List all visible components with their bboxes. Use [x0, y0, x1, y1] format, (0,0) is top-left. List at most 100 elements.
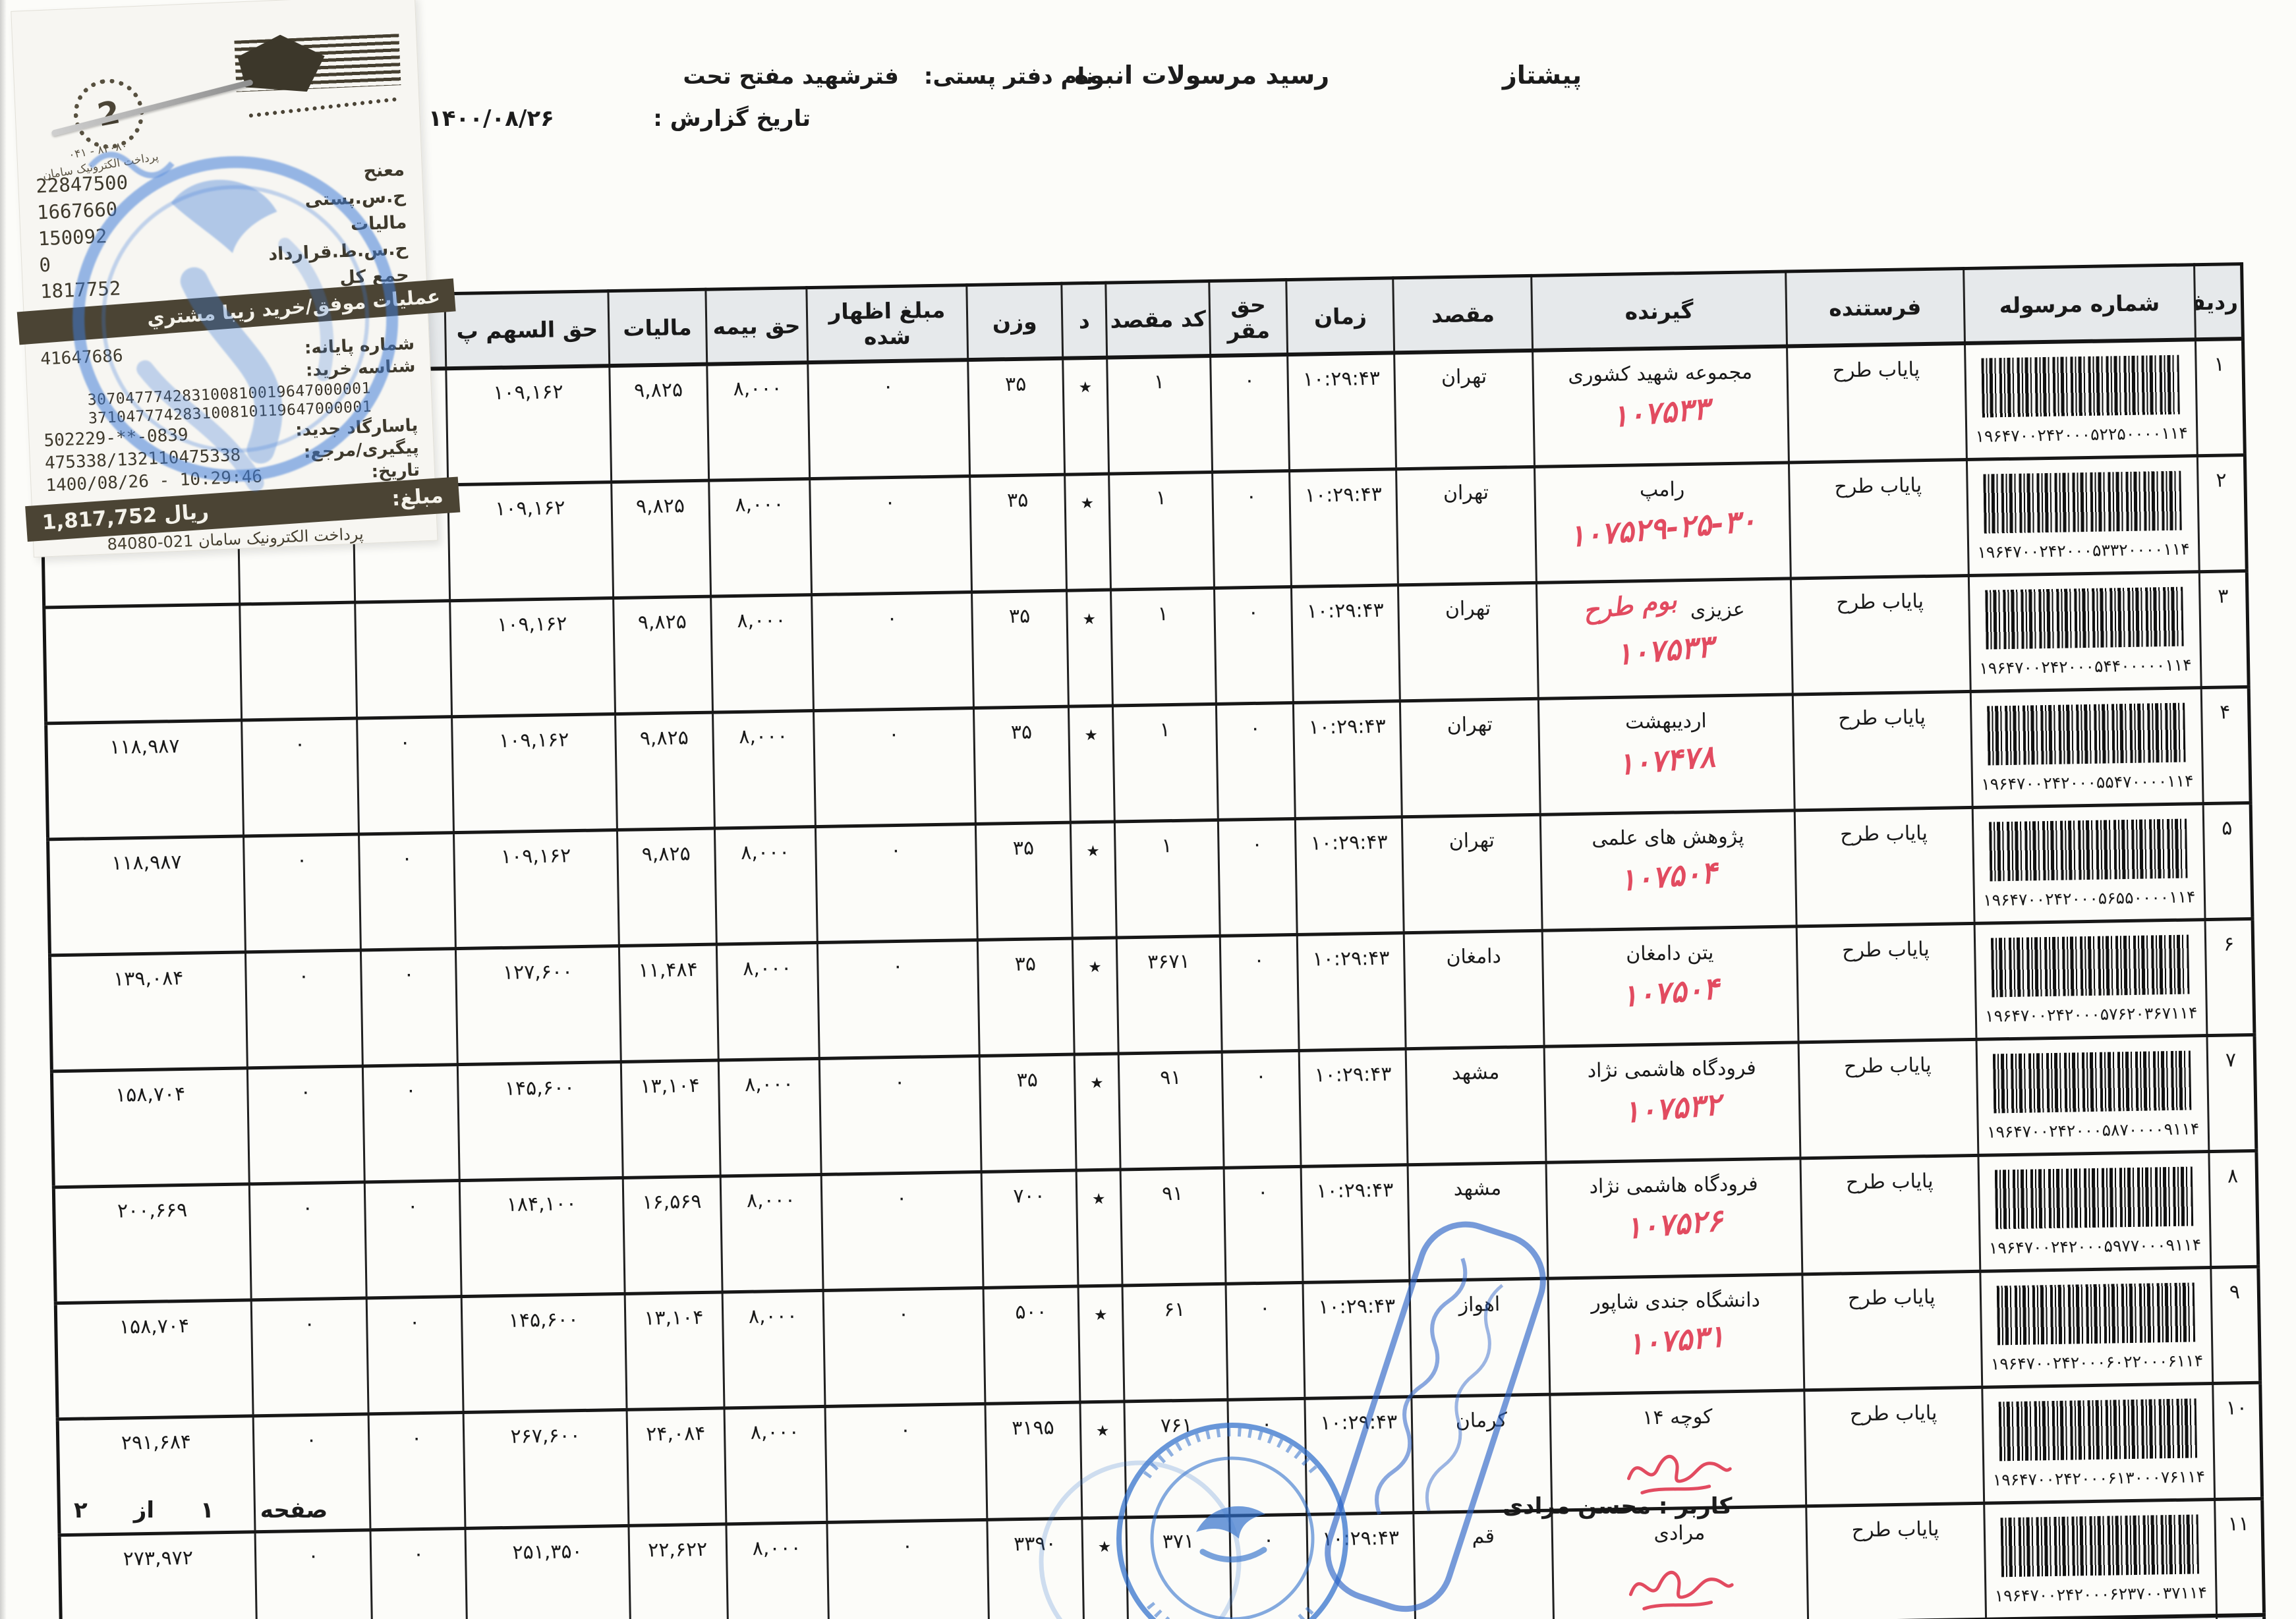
cell-tax: ۱۳,۱۰۴ [620, 1060, 720, 1178]
cell-sender: پایاب طرح [1794, 807, 1974, 926]
cell-dot-b: ۰ [243, 834, 361, 952]
cell-barcode: ۱۹۶۴۷۰۰۲۴۲۰۰۰۵۴۴۰۰۰۰۰۱۱۴ [1968, 571, 2202, 692]
table-row: ۱۱ ۱۹۶۴۷۰۰۲۴۲۰۰۰۶۲۳۷۰۰۳۷۱۱۴ پایاب طرح مر… [59, 1498, 2264, 1619]
cell-declared: ۰ [819, 1056, 982, 1175]
barcode-image [1981, 355, 2181, 418]
cell-row-no: ۸ [2208, 1150, 2258, 1268]
red-handwritten-code: ۱۰۷۵۳۳ [1614, 628, 1715, 672]
cell-weight: ۳۳۹۰ [987, 1518, 1084, 1619]
receiver-name: یتن دامغان [1625, 941, 1714, 966]
cell-tax: ۲۴,۰۸۴ [626, 1407, 726, 1526]
cell-sender: پایاب طرح [1790, 575, 1971, 695]
cell-tax: ۱۱,۴۸۴ [618, 944, 718, 1062]
col-destination: مقصد [1392, 275, 1533, 353]
col-share-p: حق السهم پ [445, 291, 610, 369]
cell-time: ۱۰:۲۹:۴۳ [1305, 1396, 1414, 1515]
red-handwritten-code: ۱۰۷۵۳۳ [1610, 390, 1711, 434]
cell-dest-code: ۱ [1110, 588, 1217, 706]
cell-destination: تهران [1400, 698, 1541, 817]
cell-weight: ۳۵ [977, 938, 1075, 1056]
cell-dot-a: ۰ [359, 832, 456, 950]
cell-share-p: ۲۵۱,۳۵۰ [465, 1525, 631, 1619]
cell-declared: ۰ [813, 708, 976, 827]
terminal-value: 41647686 [40, 346, 124, 370]
barcode-number: ۱۹۶۴۷۰۰۲۴۲۰۰۰۵۴۴۰۰۰۰۰۱۱۴ [1979, 655, 2192, 678]
cell-d-flag: ٭ [1074, 1053, 1121, 1171]
barcode-number: ۱۹۶۴۷۰۰۲۴۲۰۰۰۶۰۲۲۰۰۰۶۱۱۴ [1990, 1351, 2204, 1374]
cell-time: ۱۰:۲۹:۴۳ [1297, 932, 1406, 1051]
cell-haq-moqar: ۰ [1229, 1514, 1309, 1619]
cell-sender: پایاب طرح [1787, 343, 1967, 463]
col-haq-moqar: حق مقر [1209, 279, 1288, 356]
cell-d-flag: ٭ [1076, 1169, 1123, 1287]
cell-sender: پایاب طرح [1789, 459, 1969, 579]
col-dest-code: کد مقصد [1105, 281, 1211, 358]
barcode-number: ۱۹۶۴۷۰۰۲۴۲۰۰۰۵۲۲۵۰۰۰۰۱۱۴ [1975, 423, 2189, 446]
red-handwritten-code: ۱۰۷۵۰۴ [1618, 854, 1719, 898]
report-date-line: تاریخ گزارش : ۱۴۰۰/۰۸/۲۶ [428, 105, 811, 132]
cell-receiver: فرودگاه هاشمی نژاد ۱۰۷۵۳۲ [1544, 1042, 1800, 1163]
page-label: صفحه [260, 1497, 328, 1523]
cell-insurance: ۸,۰۰۰ [718, 1058, 821, 1177]
red-signature-scribble [1628, 1570, 1734, 1610]
cell-share: ۱۳۹,۰۸۴ [49, 952, 248, 1071]
cell-share-p: ۱۸۴,۱۰۰ [459, 1178, 625, 1297]
cell-haq-moqar: ۰ [1216, 702, 1296, 820]
cell-dot-b: ۰ [255, 1529, 373, 1619]
cell-row-no: ۹ [2210, 1266, 2260, 1384]
cell-insurance: ۸,۰۰۰ [726, 1522, 829, 1619]
cell-d-flag: ٭ [1068, 706, 1115, 823]
barcode-image [2000, 1514, 2200, 1577]
cell-declared: ۰ [826, 1520, 989, 1619]
purchase-label: شناسه خرید: [305, 356, 416, 381]
cell-declared: ۰ [815, 824, 978, 943]
cell-weight: ۳۵ [967, 358, 1065, 476]
cell-d-flag: ٭ [1078, 1285, 1124, 1403]
cell-receiver: مجموعه شهید کشوری ۱۰۷۵۳۳ [1532, 346, 1789, 467]
cell-insurance: ۸,۰۰۰ [716, 942, 820, 1061]
cell-tax: ۲۲,۶۲۲ [628, 1523, 728, 1619]
receiver-name: مرادی [1653, 1521, 1706, 1546]
cell-sender: پایاب طرح [1800, 1155, 1980, 1274]
cell-share-p: ۲۶۷,۶۰۰ [463, 1409, 629, 1529]
barcode-number: ۱۹۶۴۷۰۰۲۴۲۰۰۰۵۶۵۵۰۰۰۰۱۱۴ [1982, 887, 2196, 910]
table-row: ۱۰ ۱۹۶۴۷۰۰۲۴۲۰۰۰۶۱۳۰۰۰۷۶۱۱۴ پایاب طرح کو… [57, 1382, 2262, 1535]
cell-dot-a: ۰ [368, 1412, 466, 1530]
page-indicator: صفحه ۱ از ۲ [74, 1497, 328, 1523]
cell-sender: پایاب طرح [1792, 691, 1972, 810]
col-weight: وزن [966, 283, 1063, 360]
page-total: ۲ [74, 1497, 88, 1523]
cell-row-no: ۲ [2197, 455, 2247, 572]
cell-time: ۱۰:۲۹:۴۳ [1287, 353, 1396, 471]
cell-destination: تهران [1398, 582, 1539, 701]
pasargad-label: پاسارگاد جدید: [295, 415, 418, 441]
cell-destination: قم [1414, 1510, 1555, 1619]
cell-dot-b: ۰ [251, 1297, 369, 1416]
cell-barcode: ۱۹۶۴۷۰۰۲۴۲۰۰۰۵۳۳۲۰۰۰۰۱۱۴ [1966, 455, 2200, 576]
cell-dot-b: ۰ [241, 718, 359, 836]
terminal-label: شماره پایانه: [304, 333, 415, 358]
cell-barcode: ۱۹۶۴۷۰۰۲۴۲۰۰۰۶۲۳۷۰۰۳۷۱۱۴ [1984, 1499, 2217, 1619]
cell-insurance: ۸,۰۰۰ [714, 826, 818, 945]
scan-edge-artifact [0, 0, 7, 1619]
cell-insurance: ۸,۰۰۰ [708, 478, 812, 597]
cell-tax: ۹,۸۲۵ [613, 596, 713, 714]
cell-dot-a: ۰ [362, 1064, 460, 1182]
cell-weight: ۳۵ [973, 706, 1071, 824]
report-table-wrap: ردیف شماره مرسوله فرستنده گیرنده مقصد زم… [37, 262, 2269, 1619]
cell-receiver: دانشگاه جندی شاپور ۱۰۷۵۳۱ [1548, 1274, 1804, 1395]
cell-dot-b: ۰ [253, 1413, 371, 1532]
cell-sender: پایاب طرح [1796, 923, 1976, 1042]
summary-label: معنح [362, 159, 405, 182]
office-line: نام دفتر پستی: فترشهید مفتح تحت [666, 63, 1094, 90]
cell-dest-code: ۳۷۱ [1126, 1516, 1232, 1619]
col-d: د [1061, 283, 1107, 358]
cell-share: ۱۵۸,۷۰۴ [55, 1299, 254, 1419]
barcode-image [1998, 1398, 2198, 1462]
cell-row-no: ۶ [2205, 919, 2254, 1036]
barcode-image [1997, 1282, 2196, 1346]
cell-dot-a [355, 600, 453, 719]
cell-share-p: ۱۴۵,۶۰۰ [461, 1293, 627, 1413]
cell-barcode: ۱۹۶۴۷۰۰۲۴۲۰۰۰۵۷۶۲۰۳۶۷۱۱۴ [1974, 919, 2207, 1040]
cell-destination: مشهد [1406, 1046, 1547, 1165]
